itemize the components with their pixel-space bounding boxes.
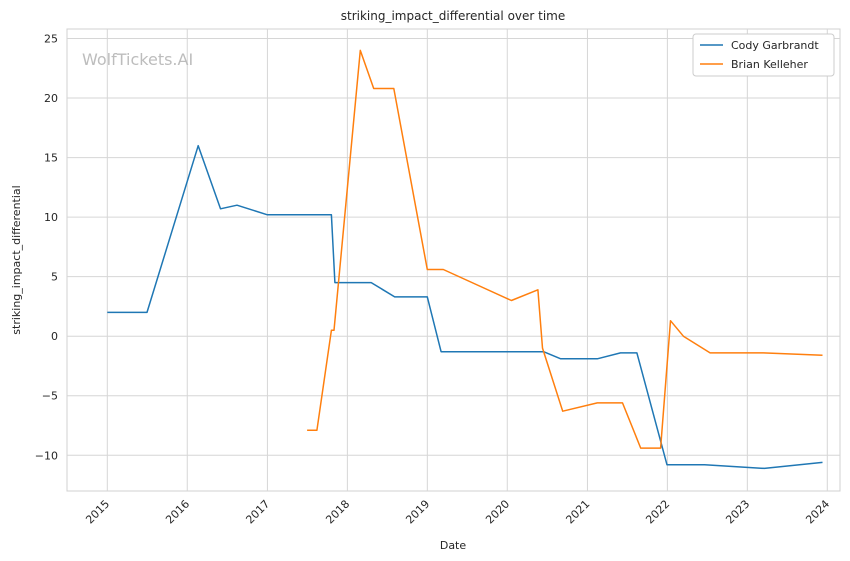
y-tick-label: 10 [44,211,58,224]
legend: Cody Garbrandt Brian Kelleher [692,33,835,77]
legend-label-brian-kelleher: Brian Kelleher [731,58,808,71]
plot-area: WolfTickets.AI [66,28,841,492]
series-line-cody-garbrandt [107,144,823,470]
plot-background [66,28,841,492]
y-axis: −10 −5 0 5 10 15 20 25 [35,33,58,463]
legend-label-cody-garbrandt: Cody Garbrandt [731,39,819,52]
y-tick-label: 15 [44,152,58,165]
series-lines [107,49,823,470]
legend-box [692,33,835,77]
series-line-brian-kelleher [307,49,823,449]
x-axis-title: Date [440,539,467,552]
gridlines [67,29,840,491]
y-tick-label: 5 [51,271,58,284]
y-tick-label: 25 [44,33,58,46]
y-tick-label: −10 [35,449,58,462]
y-tick-label: −5 [42,390,58,403]
y-tick-label: 20 [44,92,58,105]
watermark: WolfTickets.AI [82,50,193,69]
chart-title: striking_impact_differential over time [341,9,566,23]
y-tick-label: 0 [51,330,58,343]
y-axis-title: striking_impact_differential [10,185,23,334]
